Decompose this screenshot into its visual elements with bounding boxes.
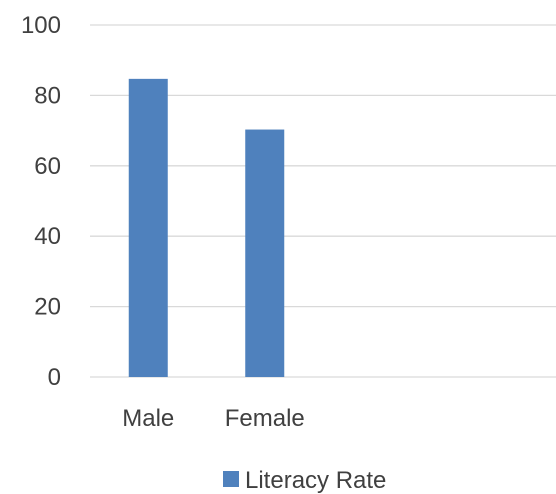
legend-swatch-literacy-rate <box>223 471 239 487</box>
bar-male <box>128 78 168 377</box>
x-tick-label-male: Male <box>122 405 174 432</box>
y-tick-label-80: 80 <box>34 82 61 109</box>
y-tick-label-60: 60 <box>34 153 61 180</box>
bar-female <box>245 129 285 377</box>
bars <box>128 78 285 377</box>
y-tick-label-100: 100 <box>21 12 61 39</box>
y-tick-label-40: 40 <box>34 223 61 250</box>
legend: Literacy Rate <box>223 467 386 494</box>
legend-label-literacy-rate: Literacy Rate <box>245 467 386 494</box>
y-tick-label-20: 20 <box>34 294 61 321</box>
y-tick-label-0: 0 <box>48 364 61 391</box>
y-axis-tick-labels: 0 20 40 60 80 100 <box>21 12 61 391</box>
x-tick-label-female: Female <box>225 405 305 432</box>
x-axis-tick-labels: Male Female <box>122 405 305 432</box>
